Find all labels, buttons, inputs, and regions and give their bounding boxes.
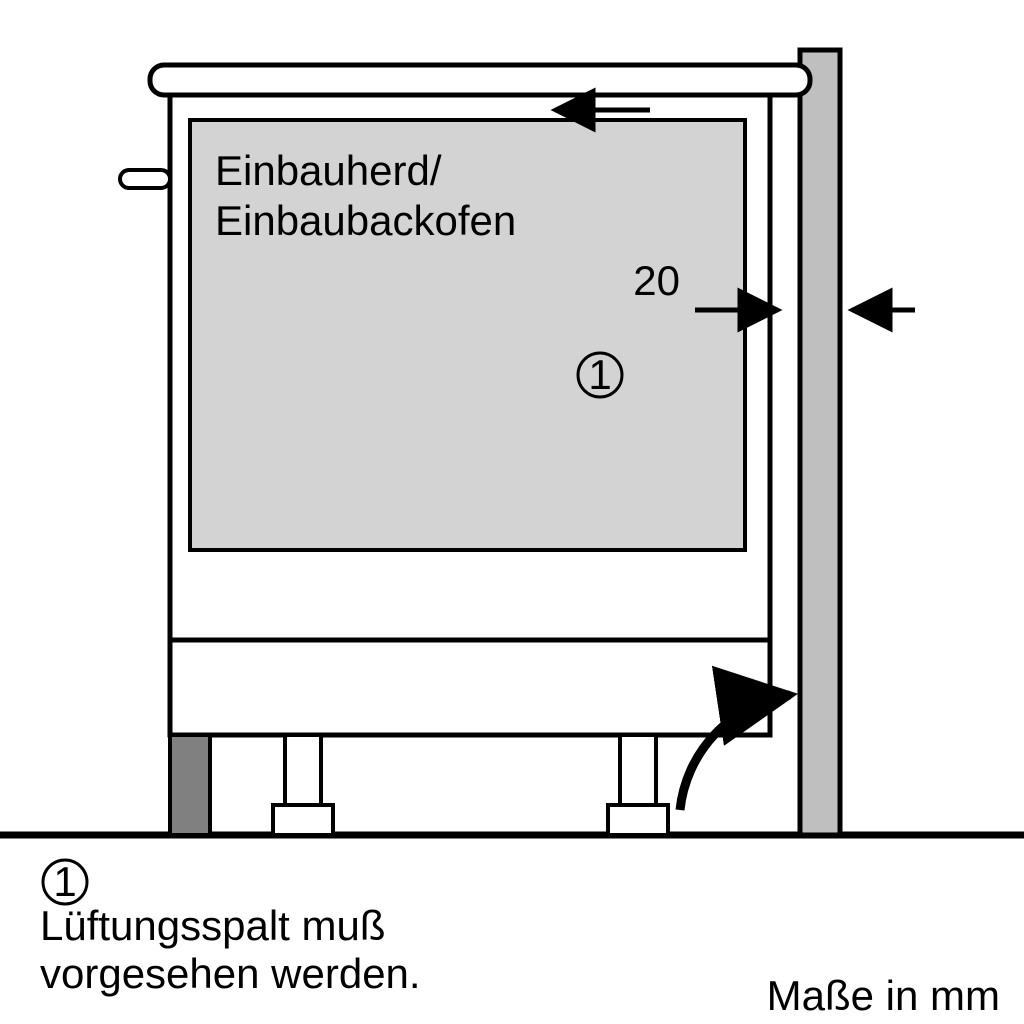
cooktop — [150, 65, 810, 95]
installation-diagram: Einbauherd/ Einbaubackofen 20 1 1 Lüftun… — [0, 0, 1024, 1024]
note-line2: vorgesehen werden. — [40, 950, 421, 997]
toekick — [170, 735, 210, 835]
svg-text:1: 1 — [588, 351, 611, 398]
foot-right — [608, 735, 668, 835]
units-label: Maße in mm — [767, 972, 1000, 1019]
wall — [800, 50, 840, 835]
oven-handle — [120, 170, 170, 188]
gap-value: 20 — [633, 257, 680, 304]
oven-label-line2: Einbaubackofen — [215, 197, 516, 244]
svg-text:1: 1 — [53, 858, 76, 905]
note-ref-legend: 1 — [43, 858, 87, 905]
note-line1: Lüftungsspalt muß — [40, 902, 386, 949]
foot-left — [273, 735, 333, 835]
oven-label-line1: Einbauherd/ — [215, 147, 442, 194]
